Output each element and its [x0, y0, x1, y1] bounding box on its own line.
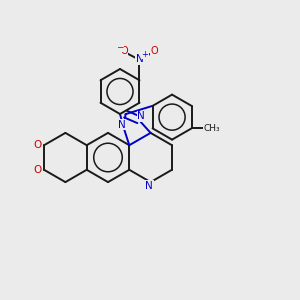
Text: N: N — [136, 54, 143, 64]
Text: +: + — [141, 50, 148, 59]
Text: CH₃: CH₃ — [203, 124, 220, 133]
Text: O: O — [33, 165, 42, 175]
Text: O: O — [33, 140, 42, 150]
Text: N: N — [145, 181, 153, 191]
Text: N: N — [137, 111, 145, 121]
Text: N: N — [118, 120, 125, 130]
Text: O: O — [120, 46, 128, 56]
Text: O: O — [150, 46, 158, 56]
Text: −: − — [116, 42, 123, 51]
